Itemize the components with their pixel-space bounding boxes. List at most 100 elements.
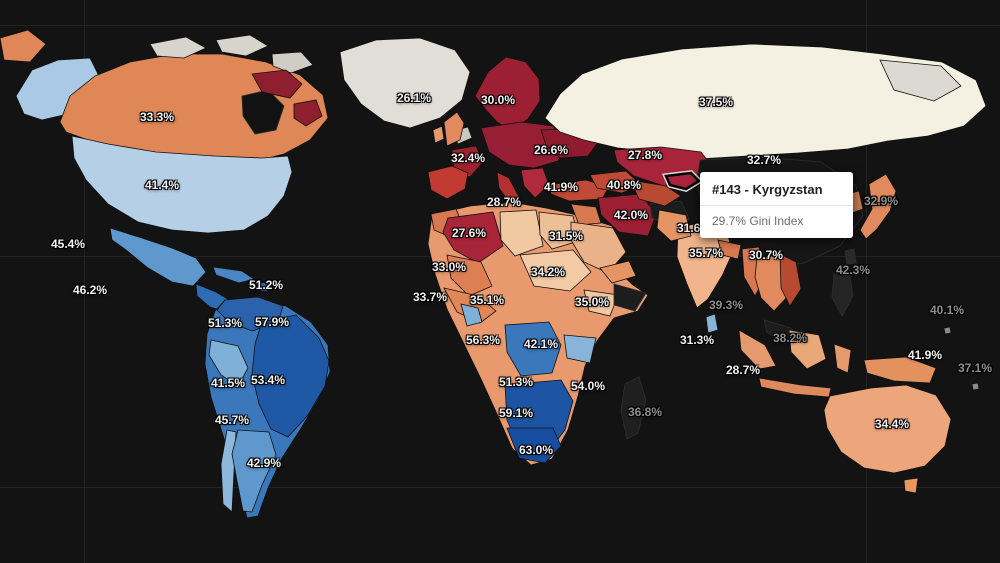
tooltip-value: 29.7% Gini Index (712, 214, 804, 228)
continent-north-america (0, 29, 329, 314)
country-value-label: 32.7% (746, 153, 782, 167)
country-shape-peru[interactable] (208, 339, 249, 387)
country-shape-iberia[interactable] (427, 165, 469, 200)
country-value-label: 51.3% (207, 316, 243, 330)
country-shape-pacific-island-1[interactable] (943, 326, 952, 335)
country-shape-new-guinea[interactable] (863, 356, 937, 384)
country-value-label: 42.3% (835, 263, 871, 277)
country-value-label: 40.8% (606, 178, 642, 192)
country-shape-arctic-island-2[interactable] (215, 34, 269, 57)
country-shape-bangladesh[interactable] (717, 239, 742, 260)
country-shape-somalia[interactable] (613, 283, 647, 312)
country-value-label: 30.7% (748, 248, 784, 262)
country-shape-tanzania[interactable] (563, 334, 597, 364)
country-value-label: 41.4% (144, 178, 180, 192)
country-shape-borneo[interactable] (788, 329, 827, 370)
country-shape-ireland[interactable] (432, 125, 445, 144)
country-value-label: 45.4% (50, 237, 86, 251)
country-shape-sri-lanka[interactable] (705, 313, 719, 334)
country-shape-madagascar[interactable] (620, 376, 647, 440)
country-shape-sumatra[interactable] (738, 329, 777, 370)
country-shape-uzbekistan[interactable] (629, 179, 682, 207)
country-value-label: 57.9% (254, 315, 290, 329)
country-shape-balkans[interactable] (520, 167, 550, 199)
country-value-label: 27.8% (627, 148, 663, 162)
country-value-label: 41.9% (907, 348, 943, 362)
country-value-label: 33.7% (412, 290, 448, 304)
country-shape-north-canada-patch-1[interactable] (251, 69, 303, 99)
country-value-label: 35.0% (574, 295, 610, 309)
country-shape-philippines[interactable] (831, 268, 854, 317)
graticule-line-v1 (84, 0, 85, 563)
country-shape-chukotka[interactable] (0, 29, 47, 63)
country-value-label: 34.4% (874, 417, 910, 431)
country-shape-hispaniola[interactable] (255, 281, 270, 293)
country-shape-tasmania[interactable] (903, 477, 919, 494)
country-shape-vietnam[interactable] (779, 253, 802, 307)
country-shape-north-canada-patch-2[interactable] (293, 99, 323, 127)
country-shape-arctic-island-1[interactable] (149, 36, 207, 59)
country-value-label: 39.3% (708, 298, 744, 312)
graticule-line-h1 (0, 25, 1000, 26)
country-shape-japan[interactable] (859, 173, 897, 240)
country-value-label: 37.5% (698, 95, 734, 109)
country-shape-sulawesi[interactable] (833, 343, 852, 374)
country-value-label: 32.9% (863, 194, 899, 208)
country-shape-arctic-island-3[interactable] (271, 51, 314, 74)
country-shape-brazil[interactable] (251, 314, 330, 438)
country-shape-chile[interactable] (220, 429, 237, 513)
country-value-label: 41.5% (210, 376, 246, 390)
country-shape-kyrgyzstan[interactable] (664, 171, 702, 191)
country-shape-uk[interactable] (443, 111, 465, 147)
country-shape-caucasus[interactable] (589, 170, 642, 194)
country-shape-taiwan[interactable] (844, 248, 857, 265)
country-shape-sudan-chad[interactable] (519, 249, 592, 292)
country-shape-egypt[interactable] (538, 211, 580, 250)
country-value-label: 51.2% (248, 278, 284, 292)
country-shape-siberia-gray[interactable] (879, 59, 962, 102)
country-value-label: 51.3% (498, 375, 534, 389)
country-shape-libya[interactable] (499, 209, 544, 257)
country-value-label: 42.9% (246, 456, 282, 470)
country-shape-argentina[interactable] (231, 429, 277, 513)
country-value-label: 33.3% (139, 110, 175, 124)
country-shape-scandinavia[interactable] (474, 56, 541, 132)
country-value-label: 37.1% (957, 361, 993, 375)
country-shape-greenland[interactable] (339, 37, 471, 129)
country-shape-yemen-oman[interactable] (599, 260, 637, 284)
tooltip-title: #143 - Kyrgyzstan (712, 182, 823, 197)
continent-south-america (204, 296, 331, 519)
country-shape-south-africa[interactable] (506, 427, 562, 464)
graticule-line-h3 (0, 487, 1000, 488)
country-value-label: 40.1% (929, 303, 965, 317)
country-value-label: 31.3% (679, 333, 715, 347)
continent-africa (427, 201, 649, 466)
country-shape-ethiopia[interactable] (583, 289, 619, 317)
country-shape-mexico[interactable] (109, 227, 207, 287)
highlighted-country-kyrgyzstan (661, 170, 704, 192)
country-shape-italy[interactable] (496, 171, 520, 206)
country-shape-pakistan[interactable] (656, 209, 692, 242)
tooltip-divider (700, 205, 853, 206)
country-value-label: 30.0% (480, 93, 516, 107)
country-shape-ghana[interactable] (460, 303, 483, 327)
country-shape-java[interactable] (758, 377, 832, 398)
country-value-label: 32.4% (450, 151, 486, 165)
country-shape-drc[interactable] (504, 321, 562, 377)
country-value-label: 28.7% (725, 363, 761, 377)
continent-oceania (823, 384, 952, 494)
map-tooltip: #143 - Kyrgyzstan 29.7% Gini Index (700, 172, 853, 238)
country-shape-west-africa[interactable] (443, 287, 497, 324)
country-shape-iraq-syria[interactable] (570, 203, 602, 226)
country-value-label: 42.0% (613, 208, 649, 222)
country-shape-australia[interactable] (823, 384, 952, 474)
country-value-label: 31.5% (548, 229, 584, 243)
country-shape-pacific-island-2[interactable] (971, 382, 980, 391)
country-value-label: 36.8% (627, 405, 663, 419)
country-shape-cuba[interactable] (212, 266, 255, 284)
country-shape-mali[interactable] (446, 254, 493, 297)
country-shape-usa[interactable] (71, 135, 293, 234)
